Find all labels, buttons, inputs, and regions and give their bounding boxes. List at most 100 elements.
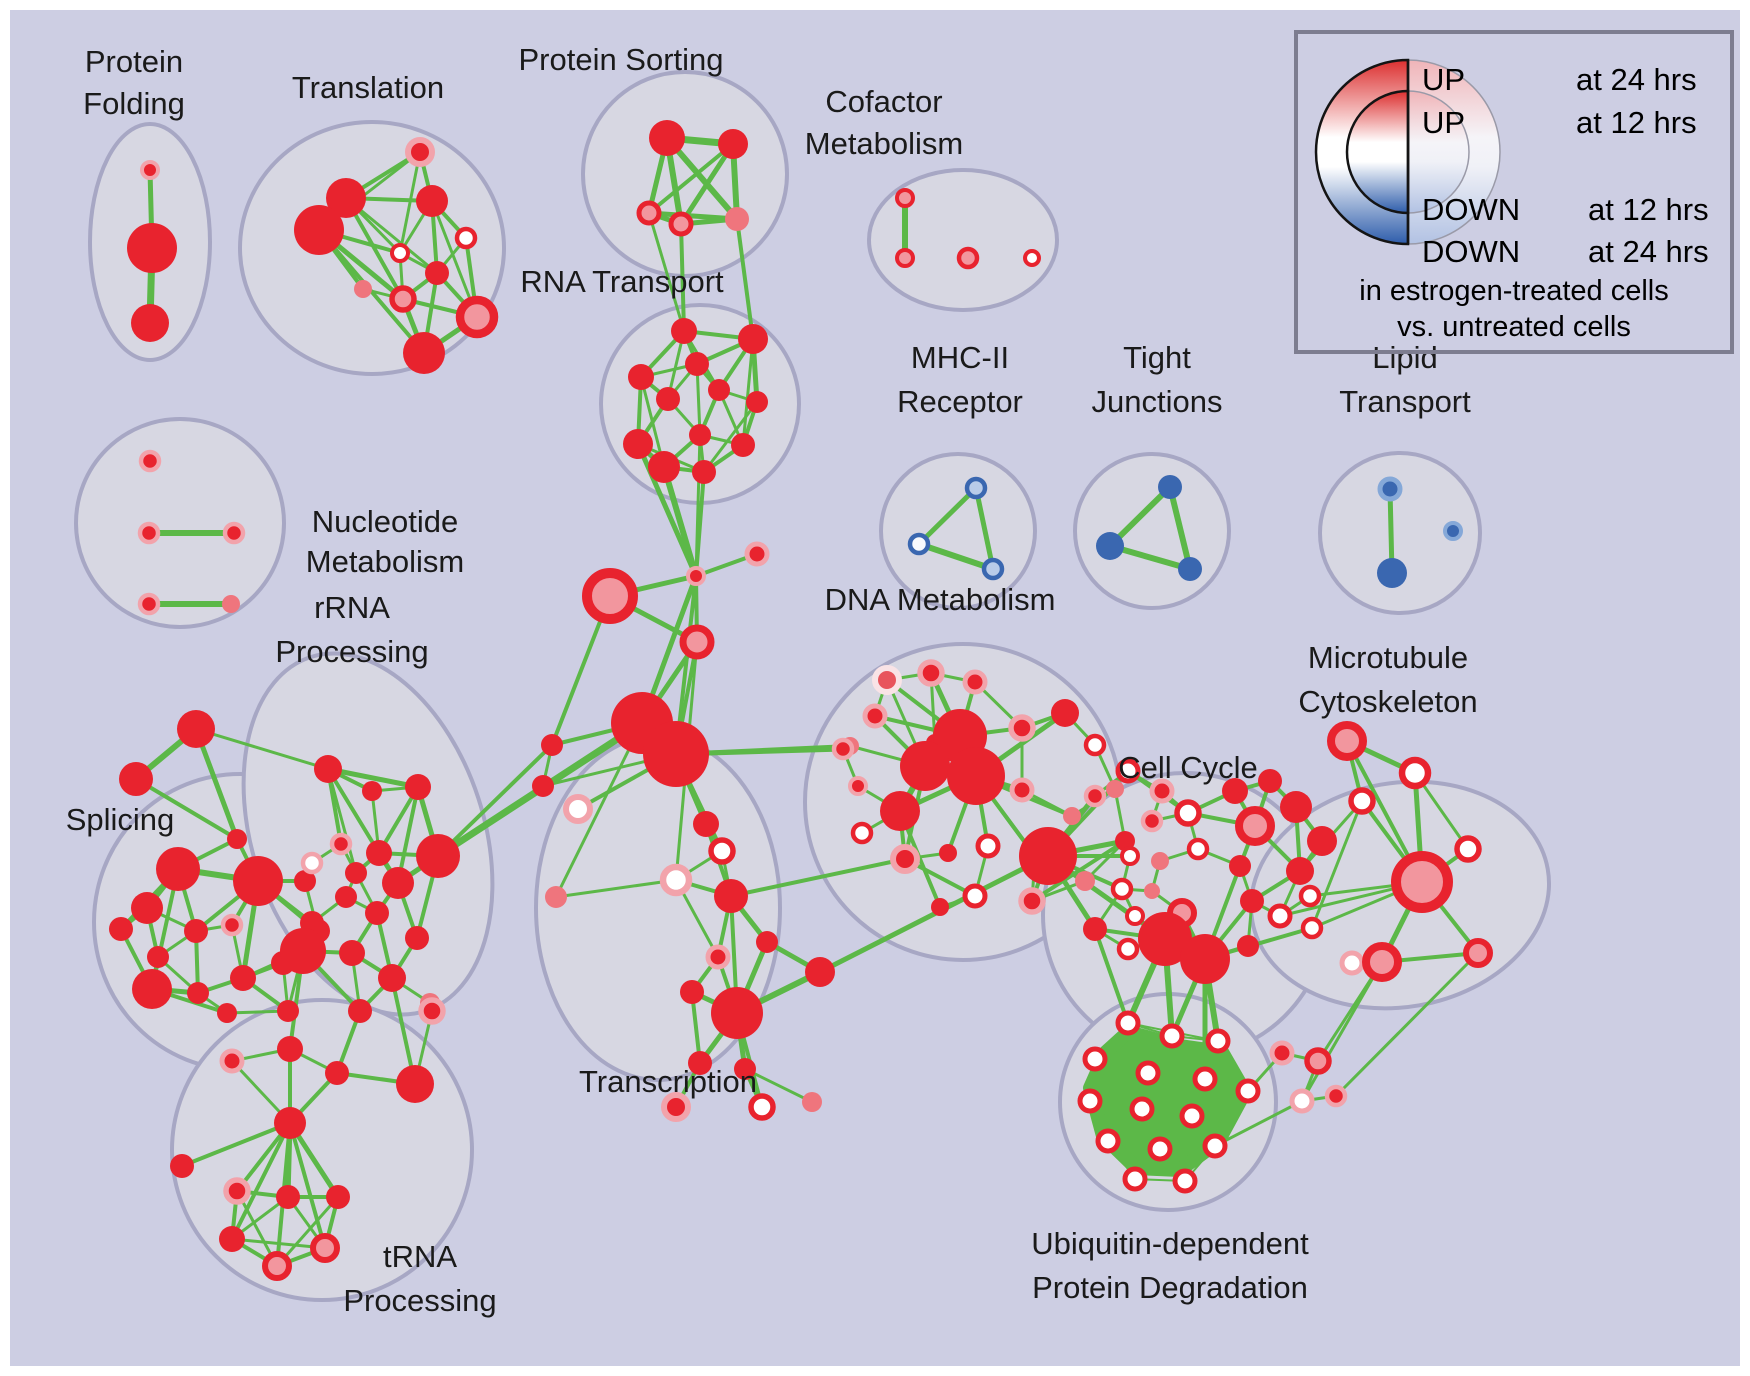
node-dna-metabolism bbox=[931, 898, 949, 916]
cluster-rrna-processing-label: rRNA Processing bbox=[275, 590, 428, 669]
node-rrna-processing bbox=[378, 964, 406, 992]
node-cell-cycle bbox=[1267, 903, 1293, 929]
node-mhc-ii-receptor bbox=[907, 532, 931, 556]
node-microtubule-cytoskeleton bbox=[1362, 942, 1402, 982]
cluster-translation-label: Translation bbox=[292, 70, 444, 105]
node-splicing bbox=[294, 870, 316, 892]
node-mhc-ii-receptor bbox=[981, 557, 1005, 581]
node-rna-transport bbox=[623, 429, 653, 459]
edge-intercluster bbox=[679, 222, 686, 333]
node-ubiquitin-degradation bbox=[1205, 1028, 1231, 1054]
node-dna-metabolism bbox=[850, 821, 874, 845]
node-rrna-processing bbox=[405, 774, 431, 800]
node-splicing bbox=[217, 1003, 237, 1023]
node-translation bbox=[403, 332, 445, 374]
node-backbone bbox=[119, 762, 153, 796]
node-nucleotide-metabolism bbox=[137, 521, 161, 545]
node-protein-sorting bbox=[725, 207, 749, 231]
node-cell-cycle bbox=[1229, 855, 1251, 877]
node-trna-processing bbox=[276, 1185, 300, 1209]
edge-rrna-processing bbox=[325, 766, 421, 790]
node-translation bbox=[416, 185, 448, 217]
node-rrna-processing bbox=[365, 901, 389, 925]
node-rna-transport bbox=[731, 433, 755, 457]
node-microtubule-cytoskeleton bbox=[1269, 1040, 1295, 1066]
node-dna-metabolism bbox=[872, 665, 902, 695]
edge-rrna-processing bbox=[436, 743, 554, 858]
node-ubiquitin-degradation bbox=[1122, 1166, 1148, 1192]
node-dna-metabolism bbox=[1083, 733, 1107, 757]
node-transcription bbox=[708, 837, 736, 865]
cluster-dna-metabolism-label: DNA Metabolism bbox=[825, 582, 1056, 617]
node-protein-sorting bbox=[718, 129, 748, 159]
node-rrna-processing bbox=[280, 928, 326, 974]
edge-intercluster bbox=[194, 727, 330, 771]
edge-trna-processing bbox=[275, 1195, 340, 1268]
node-backbone bbox=[177, 710, 215, 748]
node-lipid-transport bbox=[1377, 476, 1403, 502]
node-rrna-processing bbox=[382, 867, 414, 899]
edge-tight-junctions bbox=[1107, 484, 1173, 549]
node-cell-cycle bbox=[1180, 934, 1230, 984]
node-microtubule-cytoskeleton bbox=[1300, 916, 1324, 940]
node-transcription bbox=[756, 931, 778, 953]
node-cell-cycle bbox=[1149, 778, 1175, 804]
node-dna-metabolism bbox=[975, 833, 1001, 859]
node-cell-cycle bbox=[1237, 935, 1259, 957]
node-ubiquitin-degradation bbox=[1095, 1128, 1121, 1154]
node-ubiquitin-degradation bbox=[1202, 1133, 1228, 1159]
node-rna-transport bbox=[628, 364, 654, 390]
node-splicing bbox=[277, 1000, 299, 1022]
node-splicing bbox=[132, 969, 172, 1009]
node-trna-processing bbox=[326, 1185, 350, 1209]
node-cell-cycle bbox=[1186, 837, 1210, 861]
edge-rrna-processing bbox=[326, 767, 358, 875]
edge-intercluster bbox=[661, 464, 699, 579]
node-rrna-processing bbox=[405, 926, 429, 950]
node-backbone bbox=[679, 624, 715, 660]
cluster-rna-transport-label: RNA Transport bbox=[520, 264, 724, 299]
cluster-lipid-transport-label: Lipid Transport bbox=[1339, 340, 1471, 419]
node-trna-processing bbox=[325, 1061, 349, 1085]
node-backbone bbox=[643, 721, 709, 787]
node-rrna-processing bbox=[335, 886, 357, 908]
node-dna-metabolism bbox=[862, 703, 888, 729]
node-cofactor-metabolism bbox=[1023, 249, 1041, 267]
node-rna-transport bbox=[689, 424, 711, 446]
node-nucleotide-metabolism bbox=[137, 592, 161, 616]
node-transcription bbox=[680, 980, 704, 1004]
node-dna-metabolism bbox=[890, 844, 920, 874]
node-lipid-transport bbox=[1377, 558, 1407, 588]
node-trna-processing bbox=[219, 1226, 245, 1252]
node-ubiquitin-degradation bbox=[1082, 1046, 1108, 1072]
node-cofactor-metabolism bbox=[895, 188, 915, 208]
edge-intercluster bbox=[554, 721, 644, 899]
node-trna-processing bbox=[418, 997, 446, 1025]
node-tight-junctions bbox=[1178, 557, 1202, 581]
legend-glyph-inner-right bbox=[1407, 90, 1470, 214]
node-microtubule-cytoskeleton bbox=[1304, 1047, 1332, 1075]
node-cell-cycle bbox=[1174, 799, 1202, 827]
edge-mhc-ii-receptor bbox=[916, 541, 996, 572]
cluster-splicing-label: Splicing bbox=[66, 802, 175, 837]
edge-trna-processing bbox=[230, 1121, 292, 1241]
node-transcription bbox=[705, 944, 731, 970]
node-rrna-processing bbox=[345, 862, 367, 884]
edge-rna-transport bbox=[741, 337, 755, 447]
node-splicing bbox=[156, 847, 200, 891]
node-translation bbox=[354, 280, 372, 298]
legend-up-12-dir: UP bbox=[1422, 105, 1465, 140]
node-backbone bbox=[744, 541, 770, 567]
node-rrna-processing bbox=[416, 834, 460, 878]
node-ubiquitin-degradation bbox=[1147, 1136, 1173, 1162]
node-protein-sorting bbox=[668, 211, 694, 237]
node-rna-transport bbox=[692, 460, 716, 484]
node-dna-metabolism bbox=[1051, 699, 1079, 727]
node-microtubule-cytoskeleton bbox=[1463, 938, 1493, 968]
cluster-tight-junctions-ellipse bbox=[1073, 452, 1231, 610]
edge-mhc-ii-receptor bbox=[973, 485, 996, 572]
cluster-nucleotide-metabolism-ellipse bbox=[74, 417, 286, 629]
node-cell-cycle bbox=[1280, 791, 1312, 823]
node-dna-metabolism bbox=[1075, 871, 1095, 891]
cluster-cell-cycle-label: Cell Cycle bbox=[1118, 750, 1258, 785]
